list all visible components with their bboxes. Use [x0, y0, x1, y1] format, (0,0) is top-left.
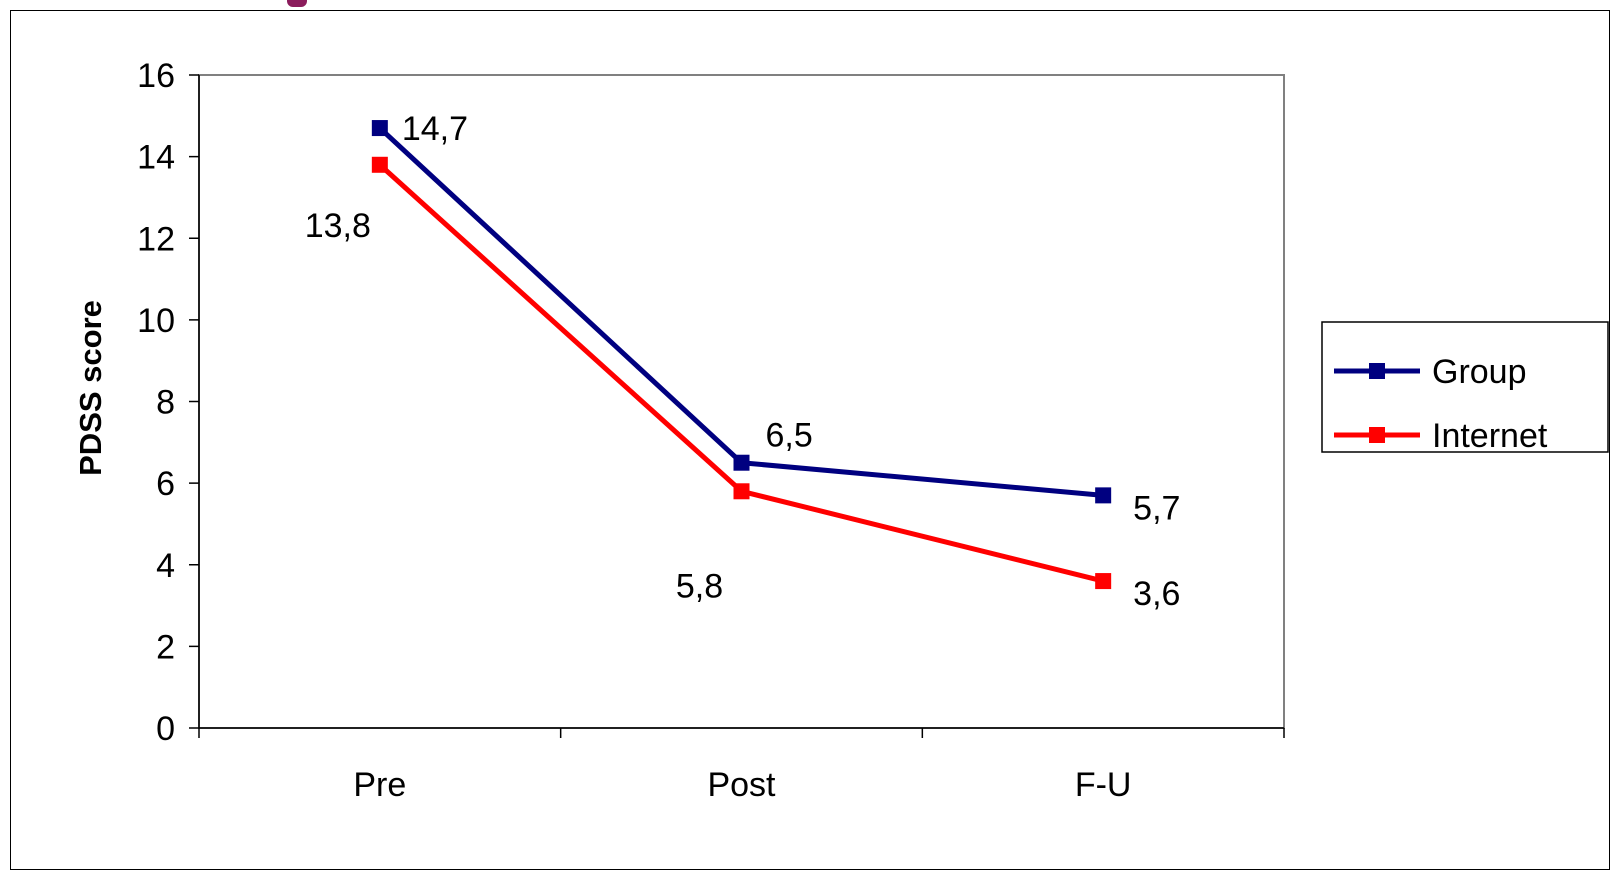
y-tick-label: 6 — [156, 465, 175, 503]
y-tick-label: 8 — [156, 384, 175, 422]
data-label-internet: 5,8 — [676, 567, 723, 605]
y-tick-label: 4 — [156, 547, 175, 585]
line-chart: 0 2 4 6 8 10 12 14 16 Pre Post F-U 14,7 6,5 5,7 13,8 5… — [73, 57, 1609, 804]
y-tick-label: 2 — [156, 628, 175, 666]
x-tick-label: Pre — [353, 766, 406, 804]
plot-area — [198, 74, 1285, 729]
marker-group — [733, 454, 750, 471]
x-tick-label: F-U — [1075, 766, 1132, 804]
marker-group — [1095, 487, 1112, 504]
y-axis-title: PDSS score — [73, 300, 108, 476]
data-labels: 14,7 6,5 5,7 13,8 5,8 3,6 — [305, 110, 1181, 613]
marker-internet — [371, 156, 388, 173]
data-label-group: 5,7 — [1133, 489, 1180, 527]
legend-marker-internet — [1369, 427, 1385, 443]
series-line-group — [378, 126, 1104, 498]
legend: Group Internet — [1321, 321, 1609, 455]
top-accent-mark — [287, 0, 307, 7]
y-tick-label: 10 — [137, 302, 175, 340]
marker-group — [371, 120, 388, 137]
y-tick-label: 16 — [137, 57, 175, 95]
y-axis: 0 2 4 6 8 10 12 14 16 — [137, 57, 200, 748]
legend-label-internet: Internet — [1432, 417, 1548, 455]
data-label-internet: 3,6 — [1133, 575, 1180, 613]
series-layer — [371, 120, 1112, 590]
data-label-internet: 13,8 — [305, 207, 371, 245]
marker-internet — [1095, 573, 1112, 590]
data-label-group: 14,7 — [402, 110, 468, 148]
marker-internet — [733, 483, 750, 500]
legend-marker-group — [1369, 363, 1385, 379]
plot-border — [198, 74, 1285, 729]
data-label-group: 6,5 — [766, 417, 813, 455]
x-axis: Pre Post F-U — [198, 727, 1285, 804]
y-tick-label: 12 — [137, 220, 175, 258]
legend-label-group: Group — [1432, 353, 1527, 391]
y-tick-label: 0 — [156, 710, 175, 748]
chart-frame: 0 2 4 6 8 10 12 14 16 Pre Post F-U 14,7 6,5 5,7 13,8 5… — [10, 10, 1610, 870]
x-tick-label: Post — [707, 766, 776, 804]
y-tick-label: 14 — [137, 139, 175, 177]
